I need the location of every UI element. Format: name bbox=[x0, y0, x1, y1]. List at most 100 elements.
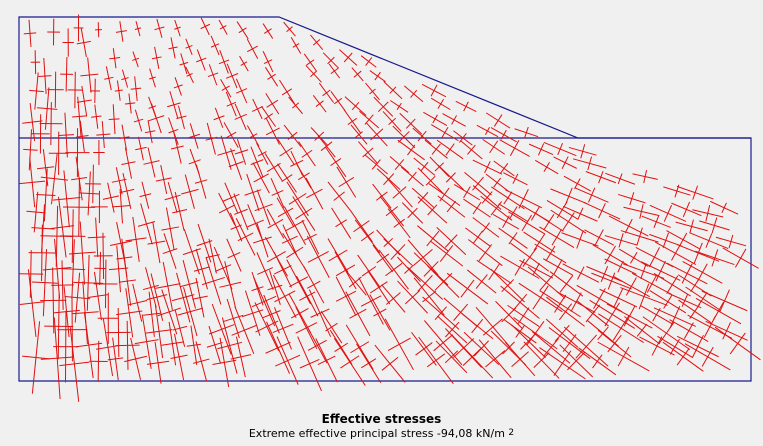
stress-cross bbox=[676, 334, 719, 359]
stress-cross bbox=[373, 96, 394, 117]
minor-stress-line bbox=[562, 334, 577, 353]
minor-stress-line bbox=[493, 177, 502, 188]
minor-stress-line bbox=[154, 26, 165, 31]
stress-cross bbox=[250, 146, 264, 178]
minor-stress-line bbox=[698, 291, 708, 306]
minor-stress-line bbox=[143, 312, 161, 316]
stress-cross bbox=[226, 238, 242, 272]
minor-stress-line bbox=[383, 173, 395, 186]
stress-cross bbox=[642, 316, 691, 351]
minor-stress-line bbox=[299, 291, 316, 301]
minor-stress-line bbox=[705, 233, 713, 248]
stress-cross bbox=[262, 51, 274, 73]
stress-cross bbox=[235, 78, 248, 104]
stress-cross bbox=[137, 203, 156, 245]
stress-cross bbox=[181, 174, 199, 209]
stress-cross bbox=[578, 347, 617, 376]
minor-stress-line bbox=[330, 67, 339, 75]
minor-stress-line bbox=[102, 195, 120, 200]
minor-stress-line bbox=[219, 281, 242, 288]
minor-stress-line bbox=[394, 159, 405, 171]
stress-cross bbox=[303, 53, 317, 72]
stress-cross bbox=[714, 326, 761, 361]
stress-cross bbox=[349, 210, 373, 243]
minor-stress-line bbox=[559, 275, 574, 293]
minor-stress-line bbox=[264, 113, 274, 120]
stress-cross bbox=[146, 341, 170, 384]
minor-stress-line bbox=[594, 229, 604, 246]
minor-stress-line bbox=[301, 149, 313, 158]
minor-stress-line bbox=[289, 276, 309, 288]
stress-cross bbox=[381, 284, 406, 313]
stress-cross bbox=[376, 168, 401, 191]
minor-stress-line bbox=[310, 70, 318, 78]
minor-stress-line bbox=[111, 205, 131, 208]
stress-cross bbox=[125, 216, 147, 262]
stress-cross bbox=[367, 270, 391, 305]
stress-cross bbox=[134, 21, 142, 37]
minor-stress-line bbox=[553, 350, 572, 376]
stress-cross bbox=[193, 248, 210, 290]
stress-cross bbox=[559, 344, 594, 378]
stress-cross bbox=[230, 336, 252, 378]
stress-cross bbox=[412, 127, 432, 145]
stress-cross bbox=[19, 157, 46, 208]
minor-stress-line bbox=[691, 334, 704, 359]
minor-stress-line bbox=[225, 73, 239, 79]
minor-stress-line bbox=[248, 133, 258, 139]
minor-stress-line bbox=[208, 324, 235, 335]
stress-cross bbox=[235, 218, 256, 256]
stress-cross bbox=[400, 166, 424, 187]
stress-cross bbox=[374, 344, 406, 383]
minor-stress-line bbox=[125, 237, 147, 242]
minor-stress-line bbox=[557, 142, 564, 156]
stress-cross bbox=[151, 46, 162, 69]
stress-cross bbox=[369, 294, 391, 331]
minor-stress-line bbox=[408, 171, 417, 182]
stress-cross bbox=[622, 263, 665, 280]
minor-stress-line bbox=[147, 240, 166, 245]
minor-stress-line bbox=[162, 248, 178, 255]
stress-cross bbox=[423, 320, 463, 366]
minor-stress-line bbox=[317, 355, 336, 366]
stress-cross bbox=[498, 227, 528, 249]
minor-stress-line bbox=[210, 43, 220, 48]
stress-cross bbox=[446, 272, 489, 305]
stress-cross bbox=[372, 183, 392, 209]
stress-cross bbox=[397, 256, 421, 282]
minor-stress-line bbox=[666, 275, 679, 294]
stress-cross bbox=[568, 144, 597, 159]
stress-cross bbox=[320, 311, 343, 344]
minor-stress-line bbox=[114, 89, 123, 92]
minor-stress-line bbox=[180, 281, 199, 288]
stress-cross bbox=[167, 91, 181, 119]
minor-stress-line bbox=[453, 303, 469, 321]
stress-cross bbox=[407, 239, 439, 276]
minor-stress-line bbox=[234, 149, 249, 155]
stress-cross bbox=[31, 114, 50, 154]
minor-stress-line bbox=[108, 118, 120, 120]
minor-stress-line bbox=[653, 215, 660, 228]
minor-stress-line bbox=[286, 26, 293, 33]
minor-stress-line bbox=[161, 226, 180, 231]
stress-cross bbox=[276, 197, 295, 228]
stress-cross bbox=[134, 314, 159, 369]
minor-stress-line bbox=[520, 332, 537, 350]
minor-stress-line bbox=[430, 84, 438, 97]
minor-stress-line bbox=[376, 253, 390, 264]
minor-stress-line bbox=[575, 334, 597, 359]
stress-cross bbox=[147, 222, 166, 264]
stress-cross bbox=[510, 242, 550, 272]
minor-stress-line bbox=[23, 148, 38, 151]
minor-stress-line bbox=[188, 133, 201, 139]
minor-stress-line bbox=[172, 294, 195, 302]
minor-stress-line bbox=[502, 215, 510, 228]
stress-cross bbox=[318, 82, 335, 103]
minor-stress-line bbox=[471, 318, 484, 334]
minor-stress-line bbox=[522, 247, 538, 267]
stress-cross bbox=[384, 318, 414, 371]
minor-stress-line bbox=[597, 326, 609, 341]
minor-stress-line bbox=[636, 227, 643, 246]
stress-cross bbox=[618, 192, 646, 206]
stress-cross bbox=[242, 290, 264, 336]
